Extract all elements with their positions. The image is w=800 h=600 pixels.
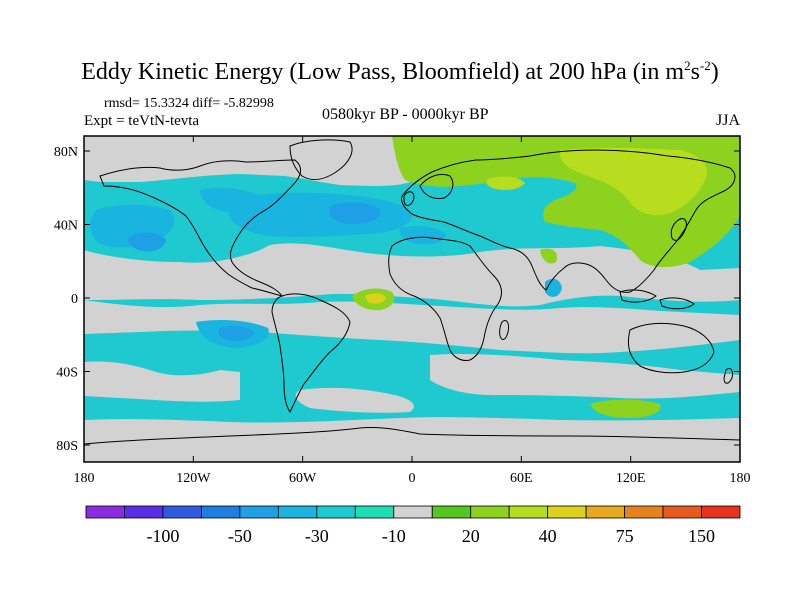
season-label: JJA bbox=[716, 112, 741, 129]
coastline-japan bbox=[670, 218, 687, 241]
negative-region-europe bbox=[399, 226, 446, 245]
coastline-britain bbox=[403, 191, 415, 206]
latitude-labels: 80N 40N 0 40S 80S bbox=[54, 145, 78, 454]
negative-region-south-pacific-core bbox=[218, 325, 254, 341]
colorbar-box bbox=[585, 505, 625, 519]
colorbar-label: -10 bbox=[382, 526, 406, 546]
neutral-region-atlantic-south bbox=[295, 387, 414, 413]
coastline-indonesia bbox=[619, 289, 695, 310]
negative-region-north-atlantic-core bbox=[329, 202, 381, 224]
lat-label: 40S bbox=[56, 366, 78, 381]
colorbar-box bbox=[201, 505, 241, 519]
colorbar-label: 150 bbox=[688, 526, 715, 546]
colorbar-box bbox=[162, 505, 202, 519]
coastline-greenland bbox=[289, 139, 353, 180]
colorbar: -100 -50 -30 -10 20 40 75 150 bbox=[85, 505, 741, 546]
negative-region-north-pacific-core bbox=[128, 232, 166, 252]
plot-title-main: Eddy Kinetic Energy (Low Pass, Bloomfiel… bbox=[81, 59, 685, 85]
colorbar-box bbox=[547, 505, 587, 519]
lon-label: 60W bbox=[289, 471, 317, 486]
colorbar-labels: -100 -50 -30 -10 20 40 75 150 bbox=[146, 526, 715, 546]
lon-label: 120W bbox=[176, 471, 211, 486]
coastlines bbox=[83, 139, 741, 445]
lon-label: 180 bbox=[74, 471, 95, 486]
neutral-region-pacific-north bbox=[84, 243, 740, 307]
coastline-scandinavia bbox=[419, 173, 454, 199]
colorbar-label: -100 bbox=[146, 526, 179, 546]
colorbar-box bbox=[470, 505, 510, 519]
coastline-africa bbox=[388, 236, 502, 361]
colorbar-box bbox=[277, 505, 318, 519]
colorbar-label: 20 bbox=[462, 526, 480, 546]
positive-region-tropical-core bbox=[365, 293, 386, 304]
positive-region-southwest-pacific bbox=[590, 399, 661, 418]
experiment-label: Expt = teVtN-tevta bbox=[84, 113, 200, 129]
lon-label: 120E bbox=[616, 471, 646, 486]
rmsd-diff-stats: rmsd= 15.3324 diff= -5.82998 bbox=[104, 96, 274, 111]
positive-region-central-africa bbox=[540, 248, 558, 264]
colorbar-box bbox=[124, 505, 164, 519]
plot-title-unit-s: s bbox=[690, 59, 700, 85]
coastline-new-zealand bbox=[723, 367, 733, 384]
coastline-antarctica bbox=[83, 427, 741, 445]
colorbar-boxes bbox=[85, 505, 741, 519]
colorbar-label: 75 bbox=[616, 526, 634, 546]
plot-title-exponent-2: -2 bbox=[699, 58, 711, 73]
colorbar-box bbox=[508, 505, 549, 519]
colorbar-box bbox=[354, 505, 395, 519]
colorbar-box bbox=[624, 505, 664, 519]
lon-label: 180 bbox=[730, 471, 751, 486]
plot-title: Eddy Kinetic Energy (Low Pass, Bloomfiel… bbox=[0, 58, 800, 86]
coastline-south-america bbox=[271, 293, 351, 413]
colorbar-label: 40 bbox=[539, 526, 557, 546]
coastline-australia bbox=[627, 322, 715, 374]
lat-label: 80N bbox=[54, 145, 78, 160]
colorbar-box bbox=[239, 505, 279, 519]
coastline-eurasia bbox=[401, 149, 736, 293]
lat-label: 0 bbox=[71, 292, 78, 307]
colorbar-label: -50 bbox=[228, 526, 252, 546]
map-panel: 80N 40N 0 40S 80S 180 120W 60W 0 60E 120E 180 bbox=[54, 135, 751, 486]
lat-label: 80S bbox=[56, 439, 78, 454]
neutral-region-south-pacific bbox=[84, 361, 240, 402]
contour-fills bbox=[84, 136, 740, 462]
axis-ticks bbox=[83, 136, 741, 462]
longitude-labels: 180 120W 60W 0 60E 120E 180 bbox=[74, 471, 751, 486]
positive-region-north-atlantic-arctic bbox=[402, 161, 475, 183]
colorbar-box bbox=[431, 505, 472, 519]
colorbar-label: -30 bbox=[305, 526, 329, 546]
negative-region-indian-south bbox=[545, 278, 562, 297]
neutral-region-equatorial bbox=[84, 300, 740, 354]
colorbar-box bbox=[393, 505, 433, 519]
colorbar-box bbox=[701, 505, 741, 519]
lon-label: 60E bbox=[510, 471, 533, 486]
negative-region-north-america bbox=[200, 188, 261, 212]
positive-region-east-asia bbox=[559, 147, 708, 216]
colorbar-box bbox=[662, 505, 702, 519]
neutral-region-south-indian bbox=[430, 353, 740, 399]
colorbar-box bbox=[85, 505, 125, 519]
lat-label: 40N bbox=[54, 219, 78, 234]
plot-title-close: ) bbox=[710, 59, 719, 85]
positive-region-siberia-core bbox=[486, 176, 525, 191]
colorbar-box bbox=[316, 505, 356, 519]
coastline-madagascar bbox=[499, 319, 509, 340]
time-period-label: 0580kyr BP - 0000kyr BP bbox=[322, 106, 489, 123]
plot-title-exponent-1: 2 bbox=[684, 58, 691, 73]
lon-label: 0 bbox=[409, 471, 416, 486]
coastline-north-america bbox=[99, 159, 302, 297]
neutral-region-antarctic bbox=[84, 417, 740, 462]
